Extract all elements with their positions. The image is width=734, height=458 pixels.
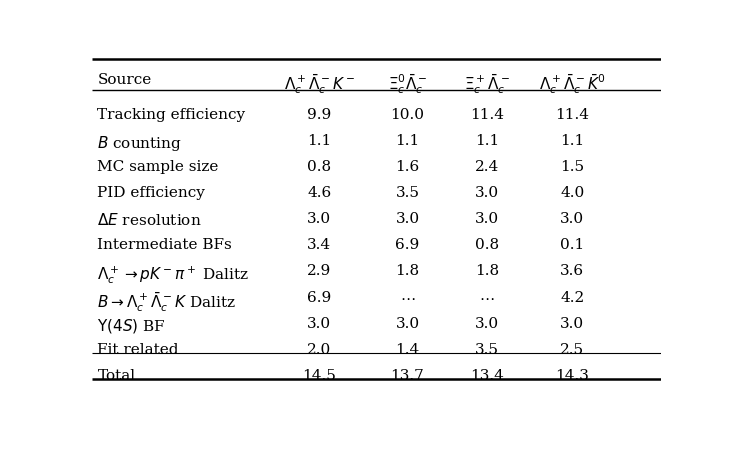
Text: $\Lambda_c^+ \rightarrow pK^-\pi^+$ Dalitz: $\Lambda_c^+ \rightarrow pK^-\pi^+$ Dali… — [98, 264, 250, 286]
Text: 4.2: 4.2 — [560, 290, 584, 305]
Text: 1.6: 1.6 — [396, 160, 420, 174]
Text: 10.0: 10.0 — [390, 108, 424, 122]
Text: 0.1: 0.1 — [560, 238, 584, 252]
Text: Source: Source — [98, 73, 152, 87]
Text: 3.0: 3.0 — [560, 316, 584, 331]
Text: 1.4: 1.4 — [396, 343, 420, 357]
Text: 6.9: 6.9 — [396, 238, 420, 252]
Text: 1.1: 1.1 — [396, 134, 420, 148]
Text: 3.0: 3.0 — [475, 316, 499, 331]
Text: 11.4: 11.4 — [470, 108, 504, 122]
Text: 3.5: 3.5 — [396, 186, 419, 200]
Text: $B \rightarrow \Lambda_c^+\bar{\Lambda}_c^- K$ Dalitz: $B \rightarrow \Lambda_c^+\bar{\Lambda}_… — [98, 290, 236, 314]
Text: $\Xi_c^+\bar{\Lambda}_c^-$: $\Xi_c^+\bar{\Lambda}_c^-$ — [464, 73, 510, 96]
Text: 3.6: 3.6 — [560, 264, 584, 278]
Text: 3.5: 3.5 — [475, 343, 499, 357]
Text: 3.0: 3.0 — [475, 186, 499, 200]
Text: Fit related: Fit related — [98, 343, 179, 357]
Text: 11.4: 11.4 — [556, 108, 589, 122]
Text: 13.7: 13.7 — [390, 369, 424, 383]
Text: 13.4: 13.4 — [470, 369, 504, 383]
Text: 3.0: 3.0 — [396, 212, 420, 226]
Text: 1.8: 1.8 — [475, 264, 499, 278]
Text: 0.8: 0.8 — [308, 160, 331, 174]
Text: $\cdots$: $\cdots$ — [400, 290, 415, 305]
Text: 3.0: 3.0 — [308, 212, 331, 226]
Text: 1.8: 1.8 — [396, 264, 420, 278]
Text: 3.4: 3.4 — [308, 238, 331, 252]
Text: 4.0: 4.0 — [560, 186, 584, 200]
Text: 2.5: 2.5 — [560, 343, 584, 357]
Text: PID efficiency: PID efficiency — [98, 186, 206, 200]
Text: 1.5: 1.5 — [560, 160, 584, 174]
Text: $\Upsilon(4S)$ BF: $\Upsilon(4S)$ BF — [98, 316, 166, 335]
Text: 3.0: 3.0 — [308, 316, 331, 331]
Text: $\Delta E$ resolution: $\Delta E$ resolution — [98, 212, 202, 228]
Text: 14.5: 14.5 — [302, 369, 336, 383]
Text: $\Xi_c^0\bar{\Lambda}_c^-$: $\Xi_c^0\bar{\Lambda}_c^-$ — [388, 73, 427, 96]
Text: 2.9: 2.9 — [307, 264, 332, 278]
Text: Total: Total — [98, 369, 136, 383]
Text: $\cdots$: $\cdots$ — [479, 290, 495, 305]
Text: $\Lambda_c^+\bar{\Lambda}_c^-\bar{K}^0$: $\Lambda_c^+\bar{\Lambda}_c^-\bar{K}^0$ — [539, 73, 606, 96]
Text: 2.4: 2.4 — [475, 160, 499, 174]
Text: 4.6: 4.6 — [307, 186, 332, 200]
Text: 1.1: 1.1 — [475, 134, 499, 148]
Text: 9.9: 9.9 — [307, 108, 332, 122]
Text: 1.1: 1.1 — [307, 134, 332, 148]
Text: 2.0: 2.0 — [307, 343, 332, 357]
Text: 14.3: 14.3 — [556, 369, 589, 383]
Text: $B$ counting: $B$ counting — [98, 134, 182, 153]
Text: 3.0: 3.0 — [396, 316, 420, 331]
Text: 0.8: 0.8 — [475, 238, 499, 252]
Text: 6.9: 6.9 — [307, 290, 332, 305]
Text: 3.0: 3.0 — [475, 212, 499, 226]
Text: Intermediate BFs: Intermediate BFs — [98, 238, 232, 252]
Text: Tracking efficiency: Tracking efficiency — [98, 108, 246, 122]
Text: 1.1: 1.1 — [560, 134, 584, 148]
Text: 3.0: 3.0 — [560, 212, 584, 226]
Text: $\Lambda_c^+\bar{\Lambda}_c^- K^-$: $\Lambda_c^+\bar{\Lambda}_c^- K^-$ — [283, 73, 355, 96]
Text: MC sample size: MC sample size — [98, 160, 219, 174]
